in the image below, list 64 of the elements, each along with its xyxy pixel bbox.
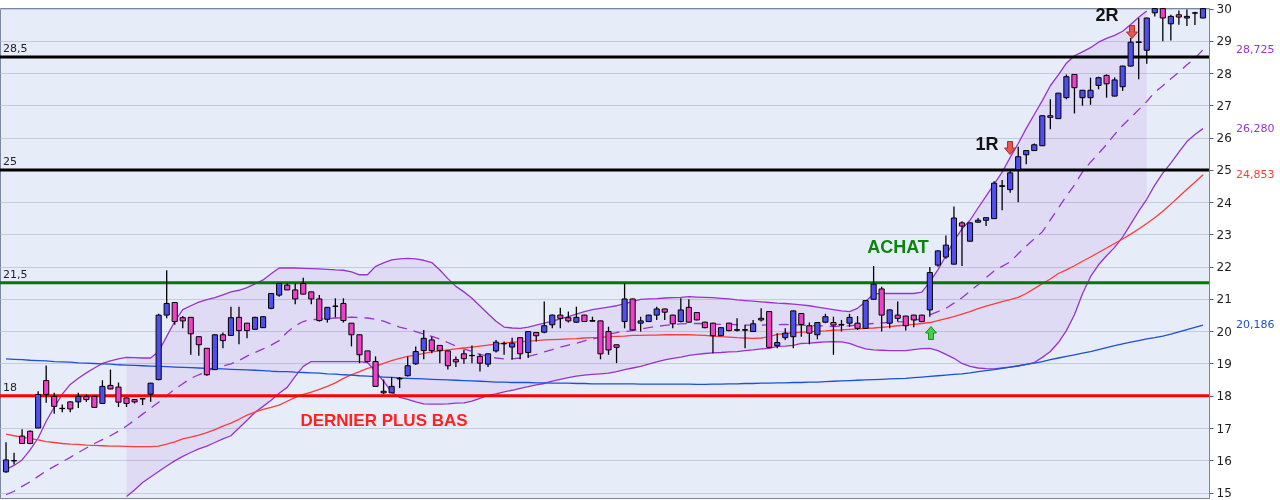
line-series (5, 174, 1204, 448)
y-tick-label: 20 (1216, 324, 1232, 339)
candlestick (10, 452, 18, 466)
candlestick (2, 441, 10, 474)
candlestick (758, 307, 765, 323)
y-tick-label: 26 (1216, 131, 1232, 146)
candlestick (942, 234, 949, 260)
y-tick-label: 18 (1216, 389, 1232, 404)
annotation: DERNIER PLUS BAS (300, 411, 468, 431)
y-tick-label: 16 (1216, 453, 1232, 468)
candlestick (195, 335, 202, 357)
text: 26,280 (1236, 121, 1275, 135)
candlestick (1191, 11, 1199, 26)
candlestick (436, 344, 443, 364)
candlestick (187, 316, 194, 356)
y-tick-label: 27 (1216, 98, 1232, 113)
line-series (125, 127, 1204, 498)
candlestick (292, 282, 299, 305)
candlestick (999, 179, 1006, 211)
candlestick (1175, 9, 1182, 26)
candlestick (43, 364, 50, 404)
candlestick (983, 216, 990, 227)
candlestick (452, 355, 459, 368)
y-tick-label: 23 (1216, 227, 1232, 242)
y-tick-label: 21 (1216, 292, 1232, 307)
candlestick (742, 324, 749, 349)
y-tick-label: 17 (1216, 421, 1232, 436)
text: 20,186 (1236, 318, 1275, 332)
candlestick (517, 337, 524, 360)
annotation: 2R (1095, 4, 1119, 25)
y-tick-label: 15 (1216, 486, 1232, 500)
candlestick (1167, 14, 1174, 42)
candlestick (509, 337, 516, 361)
candlestick (541, 300, 548, 334)
candlestick (235, 306, 243, 345)
candlestick (685, 298, 692, 324)
candlestick (709, 322, 717, 354)
text: 28,725 (1236, 43, 1275, 57)
candlestick (958, 220, 966, 267)
candlestick (1183, 8, 1190, 27)
candlestick (966, 221, 974, 243)
y-tick-label: 22 (1216, 260, 1232, 275)
text: 24,853 (1236, 167, 1275, 181)
candlestick (1159, 7, 1166, 42)
candlestick (420, 329, 427, 360)
ref-line-label: 18 (3, 380, 17, 394)
candlestick (733, 317, 741, 333)
candlestick (171, 301, 178, 326)
candlestick (227, 306, 235, 337)
y-tick-label: 29 (1216, 34, 1232, 49)
ref-line-label: 28,5 (3, 42, 28, 56)
annotation: 1R (975, 134, 999, 155)
candlestick (412, 345, 419, 366)
candlestick (51, 392, 58, 415)
ref-line-label: 25 (3, 154, 17, 168)
y-tick-label: 19 (1216, 356, 1232, 371)
candlestick (444, 349, 451, 371)
y-tick-label: 30 (1216, 2, 1232, 17)
annotation: ACHAT (867, 237, 929, 257)
y-tick-label: 28 (1216, 66, 1232, 81)
ref-line-label: 21,5 (3, 267, 28, 281)
y-tick-label: 24 (1216, 195, 1232, 210)
y-tick-label: 25 (1216, 163, 1232, 178)
candlestick (525, 330, 532, 359)
